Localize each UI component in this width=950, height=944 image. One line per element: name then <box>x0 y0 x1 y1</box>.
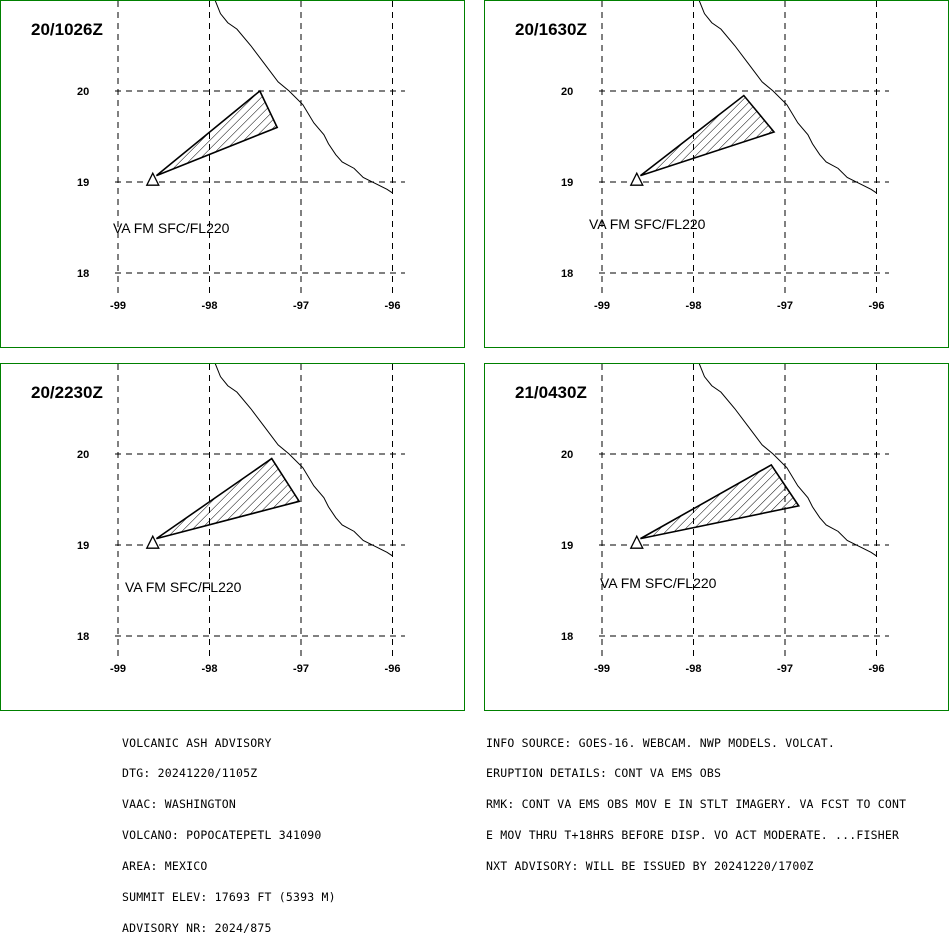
coastline <box>698 364 877 557</box>
ash-plume-polygon <box>640 463 801 540</box>
lat-tick-label: 19 <box>77 177 89 189</box>
coastline <box>214 1 393 194</box>
lon-tick-label: -99 <box>110 663 126 675</box>
advisory-line: NXT ADVISORY: WILL BE ISSUED BY 20241220… <box>486 859 814 874</box>
advisory-line: ERUPTION DETAILS: CONT VA EMS OBS <box>486 766 722 781</box>
forecast-panel-4: 21/0430Z 20 19 18 -99 -98 -97 -96 VA FM SFC/FL22… <box>484 363 949 711</box>
ash-level-label: VA FM SFC/FL220 <box>125 579 242 595</box>
forecast-panel-1: 20/1026Z 20 19 18 -99 -98 -97 -96 VA FM SFC/FL22… <box>0 0 465 348</box>
forecast-panel-2: 20/1630Z 20 19 18 -99 -98 -97 -96 VA FM SFC/FL22… <box>484 0 949 348</box>
volcano-icon <box>145 171 160 186</box>
advisory-line: AREA: MEXICO <box>122 859 208 874</box>
coastline <box>214 364 393 557</box>
lat-tick-label: 20 <box>77 449 89 461</box>
advisory-line: VOLCANO: POPOCATEPETL 341090 <box>122 828 322 843</box>
ash-plume-polygon <box>155 89 279 177</box>
valid-time-label: 20/2230Z <box>31 383 103 402</box>
lon-tick-label: -97 <box>777 300 793 312</box>
lon-tick-label: -98 <box>202 663 218 675</box>
advisory-line: DTG: 20241220/1105Z <box>122 766 258 781</box>
map-canvas: 21/0430Z 20 19 18 -99 -98 -97 -96 VA FM SFC/FL22… <box>515 364 889 675</box>
valid-time-label: 21/0430Z <box>515 383 587 402</box>
map-canvas: 20/1026Z 20 19 18 -99 -98 -97 -96 VA FM SFC/FL22… <box>31 1 405 312</box>
ash-level-label: VA FM SFC/FL220 <box>589 216 706 232</box>
volcano-icon <box>629 534 644 549</box>
advisory-info-left: VOLCANIC ASH ADVISORY DTG: 20241220/1105… <box>122 717 336 944</box>
advisory-line: INFO SOURCE: GOES-16. WEBCAM. NWP MODELS… <box>486 735 836 750</box>
lon-tick-label: -97 <box>293 663 309 675</box>
lat-tick-label: 18 <box>77 268 89 280</box>
advisory-line: ADVISORY NR: 2024/875 <box>122 920 272 935</box>
lat-tick-label: 19 <box>561 177 573 189</box>
advisory-line: SUMMIT ELEV: 17693 FT (5393 M) <box>122 890 336 905</box>
lon-tick-label: -98 <box>686 300 702 312</box>
lon-tick-label: -96 <box>385 663 401 675</box>
volcano-icon <box>629 171 644 186</box>
volcano-icon <box>145 534 160 549</box>
ash-plume-polygon <box>639 94 776 177</box>
lat-tick-label: 19 <box>77 540 89 552</box>
advisory-info-right: INFO SOURCE: GOES-16. WEBCAM. NWP MODELS… <box>486 717 906 882</box>
lon-tick-label: -96 <box>869 663 885 675</box>
lat-tick-label: 18 <box>77 631 89 643</box>
advisory-line: VOLCANIC ASH ADVISORY <box>122 735 272 750</box>
lon-tick-label: -96 <box>869 300 885 312</box>
lon-tick-label: -98 <box>202 300 218 312</box>
ash-level-label: VA FM SFC/FL220 <box>113 220 230 236</box>
lat-tick-label: 19 <box>561 540 573 552</box>
map-canvas: 20/2230Z 20 19 18 -99 -98 -97 -96 VA FM SFC/FL22… <box>31 364 405 675</box>
lat-tick-label: 18 <box>561 631 573 643</box>
advisory-line: E MOV THRU T+18HRS BEFORE DISP. VO ACT M… <box>486 828 900 843</box>
lat-tick-label: 20 <box>561 449 573 461</box>
lon-tick-label: -96 <box>385 300 401 312</box>
valid-time-label: 20/1630Z <box>515 20 587 39</box>
ash-level-label: VA FM SFC/FL220 <box>600 575 717 591</box>
advisory-line: VAAC: WASHINGTON <box>122 797 236 812</box>
map-canvas: 20/1630Z 20 19 18 -99 -98 -97 -96 VA FM SFC/FL22… <box>515 1 889 312</box>
lon-tick-label: -99 <box>110 300 126 312</box>
coastline <box>698 1 877 194</box>
lon-tick-label: -97 <box>293 300 309 312</box>
lat-tick-label: 18 <box>561 268 573 280</box>
lon-tick-label: -98 <box>686 663 702 675</box>
lat-tick-label: 20 <box>77 86 89 98</box>
forecast-panel-3: 20/2230Z 20 19 18 -99 -98 -97 -96 VA FM SFC/FL22… <box>0 363 465 711</box>
advisory-line: RMK: CONT VA EMS OBS MOV E IN STLT IMAGE… <box>486 797 907 812</box>
lon-tick-label: -99 <box>594 300 610 312</box>
valid-time-label: 20/1026Z <box>31 20 103 39</box>
ash-plume-polygon <box>155 457 301 540</box>
lon-tick-label: -97 <box>777 663 793 675</box>
lon-tick-label: -99 <box>594 663 610 675</box>
lat-tick-label: 20 <box>561 86 573 98</box>
